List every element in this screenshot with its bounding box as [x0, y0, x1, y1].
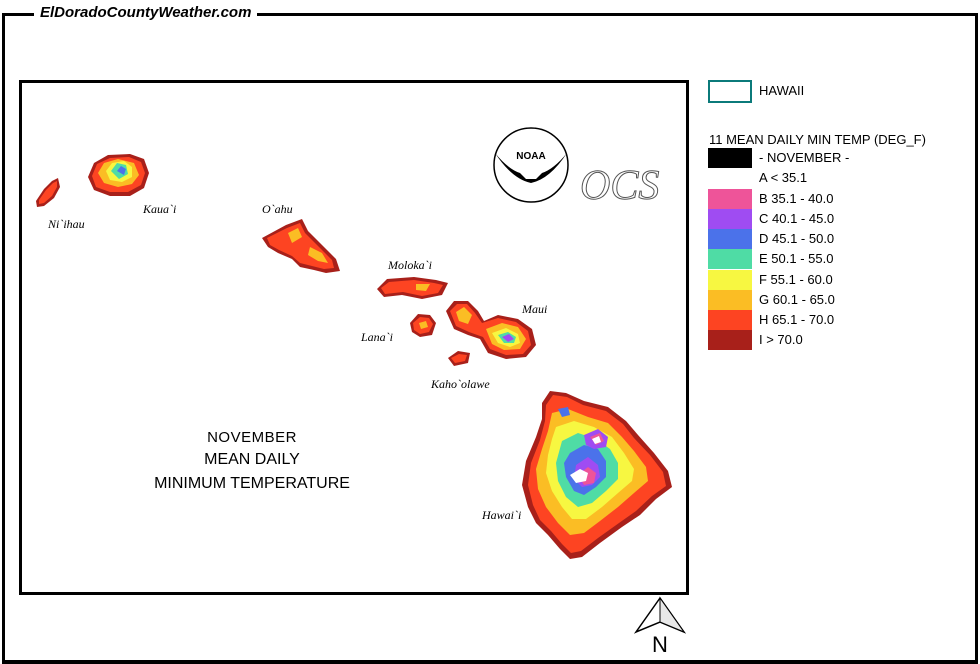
legend-label: A < 35.1: [759, 170, 808, 185]
island-lanai: [410, 314, 436, 337]
north-label: N: [652, 632, 668, 657]
map-title-month: NOVEMBER: [207, 429, 297, 446]
legend-item: E 50.1 - 55.0: [708, 249, 976, 269]
north-arrow-icon: N: [633, 596, 687, 657]
legend-swatch: [708, 330, 752, 350]
site-title: ElDoradoCountyWeather.com: [34, 4, 258, 21]
legend-swatch: [708, 209, 752, 229]
island-kahoolawe: [448, 351, 470, 366]
legend-label: F 55.1 - 60.0: [759, 272, 833, 287]
legend-item: - NOVEMBER -: [708, 148, 976, 168]
legend-swatch: [708, 168, 752, 188]
legend-item: I > 70.0: [708, 330, 976, 350]
legend-swatch: [708, 310, 752, 330]
island-niihau: [36, 178, 60, 207]
legend-swatch: [708, 189, 752, 209]
svg-text:NOAA: NOAA: [516, 151, 545, 162]
legend-item: B 35.1 - 40.0: [708, 189, 976, 209]
legend-swatch: [708, 148, 752, 168]
legend-swatch: [708, 270, 752, 290]
label-maui: Maui: [521, 302, 547, 316]
label-kahoolawe: Kaho`olawe: [430, 377, 490, 391]
legend-label: H 65.1 - 70.0: [759, 312, 835, 327]
label-kauai: Kaua`i: [142, 202, 176, 216]
legend-label: I > 70.0: [759, 332, 803, 347]
island-maui: [446, 301, 536, 359]
legend-item: D 45.1 - 50.0: [708, 229, 976, 249]
legend-label: - NOVEMBER -: [759, 150, 850, 165]
legend-item: C 40.1 - 45.0: [708, 209, 976, 229]
legend-swatch: [708, 290, 752, 310]
label-molokai: Moloka`i: [387, 258, 432, 272]
map-title-line2: MINIMUM TEMPERATURE: [154, 475, 350, 492]
legend-swatch: [708, 229, 752, 249]
legend-state-name: HAWAII: [759, 83, 805, 98]
island-hawaii: [522, 391, 672, 559]
legend-label: D 45.1 - 50.0: [759, 231, 835, 246]
noaa-logo: NOAA: [493, 127, 569, 203]
map-title-line1: MEAN DAILY: [204, 451, 300, 468]
label-lanai: Lana`i: [360, 330, 393, 344]
label-hawaii: Hawai`i: [481, 508, 521, 522]
island-kauai: [88, 154, 149, 196]
legend-swatch: [708, 249, 752, 269]
hawaii-temperature-map: NOAA OCS Ni`ihau Kaua`i O`ahu Moloka`i L…: [36, 127, 672, 559]
legend-label: C 40.1 - 45.0: [759, 211, 835, 226]
legend-label: B 35.1 - 40.0: [759, 191, 834, 206]
legend-label: E 50.1 - 55.0: [759, 251, 834, 266]
legend-label: G 60.1 - 65.0: [759, 292, 835, 307]
legend-item: A < 35.1: [708, 168, 976, 188]
legend-item: G 60.1 - 65.0: [708, 290, 976, 310]
island-oahu: [262, 219, 340, 273]
state-outline-swatch: [708, 80, 752, 103]
map-panel: NOAA OCS Ni`ihau Kaua`i O`ahu Moloka`i L…: [19, 80, 689, 595]
island-molokai: [377, 277, 448, 299]
label-niihau: Ni`ihau: [47, 217, 85, 231]
legend-item: H 65.1 - 70.0: [708, 310, 976, 330]
legend-title: 11 MEAN DAILY MIN TEMP (DEG_F): [709, 132, 926, 147]
label-oahu: O`ahu: [262, 202, 293, 216]
ocs-logo: OCS: [580, 163, 659, 209]
legend-item: F 55.1 - 60.0: [708, 270, 976, 290]
